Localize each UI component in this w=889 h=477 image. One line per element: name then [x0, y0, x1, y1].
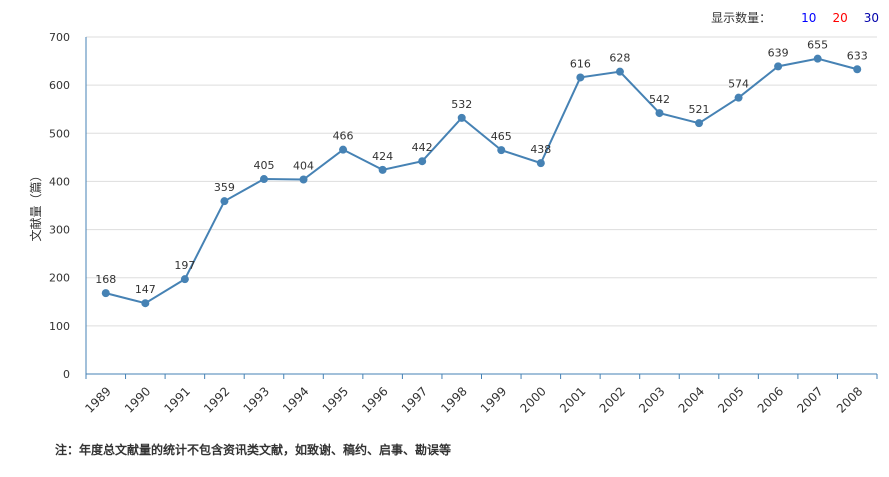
x-tick-label: 2002	[597, 384, 628, 415]
data-point	[418, 157, 427, 166]
data-label: 633	[847, 49, 868, 62]
display-count-label: 显示数量：	[711, 11, 772, 25]
display-count-option-10[interactable]: 10	[801, 10, 817, 25]
line-chart: 0 100 200 300 400 500 600 700 1989 1990 1991 1992 19…	[28, 31, 878, 416]
data-label: 465	[491, 130, 512, 143]
data-point	[299, 175, 308, 184]
y-tick-label: 300	[49, 224, 70, 237]
data-point	[497, 146, 506, 155]
x-tick-label: 1997	[399, 384, 430, 415]
data-point	[774, 62, 783, 71]
data-label: 404	[293, 160, 314, 173]
data-label: 628	[609, 52, 630, 65]
data-point	[615, 67, 624, 76]
y-tick-label: 0	[63, 368, 70, 381]
data-label: 466	[333, 130, 354, 143]
x-tick-label: 1992	[201, 384, 232, 415]
x-tick-label: 2004	[676, 384, 707, 415]
x-tick-label: 1995	[320, 384, 351, 415]
data-label: 655	[807, 39, 828, 52]
data-point	[853, 65, 862, 74]
data-point	[378, 165, 387, 174]
y-tick-label: 400	[49, 175, 70, 188]
x-tick-label: 1993	[241, 384, 272, 415]
y-tick-label: 200	[49, 272, 70, 285]
series-line	[105, 57, 858, 305]
data-label: 197	[174, 259, 195, 272]
x-tick-label: 2006	[755, 384, 786, 415]
data-point	[180, 275, 189, 284]
data-label: 542	[649, 93, 670, 106]
y-tick-label: 100	[49, 320, 70, 333]
display-count-option-30[interactable]: 30	[863, 10, 879, 25]
x-tick-label: 2000	[517, 384, 548, 415]
x-tick-label: 1999	[478, 384, 509, 415]
display-count-bar: 显示数量： 10 20 30	[711, 9, 879, 26]
x-tick-label: 2005	[715, 384, 746, 415]
data-label: 438	[530, 143, 551, 156]
data-point	[655, 109, 664, 118]
data-point	[695, 119, 704, 128]
data-point	[457, 113, 466, 122]
x-tick-label: 1996	[359, 384, 390, 415]
data-label: 147	[135, 283, 156, 296]
x-tick-label: 2007	[794, 384, 825, 415]
data-point	[339, 145, 348, 154]
x-tick-label: 1990	[122, 384, 153, 415]
data-point	[220, 197, 229, 206]
data-point	[734, 93, 743, 102]
y-tick-label: 700	[49, 31, 70, 44]
data-label: 616	[570, 57, 591, 70]
data-point	[259, 175, 268, 184]
x-tick-label: 1989	[82, 384, 113, 415]
data-label: 574	[728, 78, 749, 91]
x-tick-label: 2008	[834, 384, 865, 415]
y-tick-label: 600	[49, 79, 70, 92]
x-tick-label: 2001	[557, 384, 588, 415]
x-tick-label: 1994	[280, 384, 311, 415]
data-label: 532	[451, 98, 472, 111]
display-count-option-20[interactable]: 20	[832, 10, 848, 25]
x-tick-label: 2003	[636, 384, 667, 415]
data-label: 405	[253, 159, 274, 172]
y-tick-label: 500	[49, 127, 70, 140]
data-point	[576, 73, 585, 82]
y-axis-label: 文献量（篇）	[28, 169, 43, 241]
data-label: 424	[372, 150, 393, 163]
x-tick-label: 1998	[438, 384, 469, 415]
data-label: 168	[95, 273, 116, 286]
footnote: 注：年度总文献量的统计不包含资讯类文献，如致谢、稿约、启事、勘误等	[55, 443, 452, 457]
data-label: 359	[214, 181, 235, 194]
data-label: 442	[412, 141, 433, 154]
data-label: 521	[689, 103, 710, 116]
data-point	[101, 289, 110, 298]
data-label: 639	[768, 46, 789, 59]
data-point	[141, 299, 150, 308]
data-point	[536, 159, 545, 168]
chart-area: 0 100 200 300 400 500 600 700 1989 1990 1991 1992 19…	[28, 31, 878, 416]
data-point	[813, 54, 822, 63]
x-tick-label: 1991	[161, 384, 192, 415]
